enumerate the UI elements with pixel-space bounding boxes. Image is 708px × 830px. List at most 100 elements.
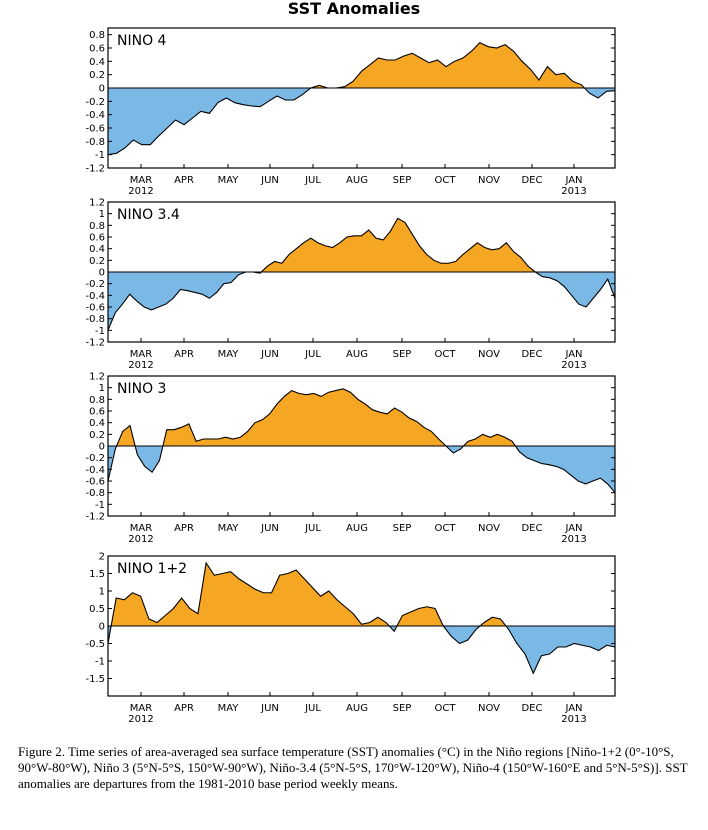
negative-anomaly-area bbox=[108, 88, 615, 155]
x-tick-label: NOV bbox=[478, 523, 500, 534]
x-tick-label: JUL bbox=[304, 703, 321, 714]
y-tick-label: -0.8 bbox=[85, 488, 105, 499]
x-tick-label: JUL bbox=[304, 175, 321, 186]
x-tick-label: APR bbox=[174, 349, 194, 360]
y-tick-label: 0 bbox=[99, 268, 105, 279]
y-tick-label: 0.2 bbox=[89, 256, 105, 267]
x-tick-label: DEC bbox=[521, 703, 542, 714]
y-tick-label: 1.2 bbox=[89, 372, 105, 383]
x-tick-label: APR bbox=[174, 523, 194, 534]
negative-anomaly-area bbox=[108, 446, 615, 493]
x-tick-label: JAN bbox=[564, 175, 582, 186]
panel-1: -1.2 -1 -0.8 -0.6 -0.4 -0.2 0 0.2 0.4 0.6 0.8 MAR AP… bbox=[85, 27, 616, 197]
negative-anomaly-area bbox=[108, 626, 615, 674]
y-tick-label: 0.4 bbox=[89, 418, 105, 429]
x-tick-label: JUL bbox=[304, 523, 321, 534]
y-tick-label: 2 bbox=[99, 552, 105, 563]
panel-title: NINO 3 bbox=[117, 381, 166, 397]
y-tick-label: 0 bbox=[99, 84, 105, 95]
y-tick-label: 0.5 bbox=[89, 604, 105, 615]
panel-title: NINO 4 bbox=[117, 33, 167, 49]
panel-3: -1.2-1-0.8-0.6-0.4-0.200.20.40.60.811.2 M… bbox=[85, 372, 616, 545]
y-tick-label: -0.2 bbox=[85, 453, 105, 464]
y-tick-label: -1 bbox=[95, 150, 105, 161]
y-tick-label: -1.2 bbox=[85, 164, 105, 175]
y-tick-label: 0 bbox=[99, 622, 105, 633]
anomaly-line bbox=[107, 217, 616, 331]
x-tick-label: NOV bbox=[478, 175, 500, 186]
x-tick-label: SEP bbox=[393, 349, 412, 360]
x-tick-label: JUN bbox=[260, 523, 279, 534]
anomaly-line bbox=[107, 388, 616, 494]
y-tick-label: 1 bbox=[99, 587, 105, 598]
x-tick-label: MAR bbox=[130, 349, 152, 360]
positive-anomaly-area bbox=[108, 218, 615, 272]
x-tick-label: AUG bbox=[346, 703, 368, 714]
y-tick-label: 0.6 bbox=[89, 44, 105, 55]
figure-caption: Figure 2. Time series of area-averaged s… bbox=[18, 744, 688, 791]
year-label: 2012 bbox=[128, 534, 153, 545]
y-tick-label: 0.8 bbox=[89, 395, 105, 406]
x-tick-label: SEP bbox=[393, 175, 412, 186]
y-tick-label: -0.8 bbox=[85, 137, 105, 148]
y-tick-label: 0.8 bbox=[89, 30, 105, 41]
panel-2: -1.2-1-0.8-0.6-0.4-0.200.20.40.60.811.2 M… bbox=[85, 198, 616, 371]
x-tick-label: JUL bbox=[304, 349, 321, 360]
y-tick-label: -0.2 bbox=[85, 279, 105, 290]
y-tick-label: 0.6 bbox=[89, 233, 105, 244]
x-tick-label: JAN bbox=[564, 349, 582, 360]
y-tick-label: -1.2 bbox=[85, 338, 105, 349]
x-tick-label: DEC bbox=[521, 523, 542, 534]
x-tick-label: NOV bbox=[478, 349, 500, 360]
y-tick-label: 0.4 bbox=[89, 57, 105, 68]
x-tick-label: APR bbox=[174, 703, 194, 714]
x-tick-label: SEP bbox=[393, 523, 412, 534]
y-tick-label: -0.5 bbox=[85, 639, 105, 650]
panel-title: NINO 3.4 bbox=[117, 207, 180, 223]
x-tick-label: JAN bbox=[564, 523, 582, 534]
x-tick-label: JAN bbox=[564, 703, 582, 714]
y-tick-label: -0.6 bbox=[85, 303, 105, 314]
positive-anomaly-area bbox=[108, 388, 615, 446]
negative-anomaly-area bbox=[108, 272, 615, 331]
y-tick-label: 1.5 bbox=[89, 569, 105, 580]
y-tick-label: 0.2 bbox=[89, 70, 105, 81]
x-tick-label: JUN bbox=[260, 175, 279, 186]
y-tick-label: -1 bbox=[95, 500, 105, 511]
x-tick-label: MAY bbox=[218, 349, 240, 360]
y-tick-label: -1.2 bbox=[85, 512, 105, 523]
chart-title: SST Anomalies bbox=[287, 0, 421, 18]
y-tick-label: -1 bbox=[95, 326, 105, 337]
x-tick-label: MAR bbox=[130, 703, 152, 714]
x-tick-label: JUN bbox=[260, 703, 279, 714]
y-tick-label: 0.4 bbox=[89, 244, 105, 255]
x-tick-label: OCT bbox=[435, 703, 457, 714]
anomaly-line bbox=[107, 42, 616, 156]
x-tick-label: AUG bbox=[346, 175, 368, 186]
year-label: 2012 bbox=[128, 714, 153, 725]
panel-4: -1.5 -1 -0.5 0 0.5 1 1.5 2 MAR APR MAY JUN JUL AUG SEP… bbox=[85, 552, 616, 725]
y-tick-label: 0.2 bbox=[89, 430, 105, 441]
x-tick-label: MAY bbox=[218, 175, 240, 186]
x-tick-label: APR bbox=[174, 175, 194, 186]
x-tick-label: MAR bbox=[130, 175, 152, 186]
year-label: 2013 bbox=[561, 534, 586, 545]
x-tick-label: OCT bbox=[435, 349, 457, 360]
y-tick-label: 0.8 bbox=[89, 221, 105, 232]
y-tick-label: 0.6 bbox=[89, 407, 105, 418]
year-label: 2013 bbox=[561, 186, 586, 197]
x-tick-label: SEP bbox=[393, 703, 412, 714]
anomaly-line bbox=[107, 561, 616, 675]
y-tick-label: -0.4 bbox=[85, 291, 105, 302]
y-tick-label: -0.4 bbox=[85, 110, 105, 121]
x-tick-label: AUG bbox=[346, 523, 368, 534]
panel-title: NINO 1+2 bbox=[117, 561, 187, 577]
x-tick-label: OCT bbox=[435, 175, 457, 186]
year-label: 2013 bbox=[561, 714, 586, 725]
y-tick-label: -0.4 bbox=[85, 465, 105, 476]
y-tick-label: -0.2 bbox=[85, 97, 105, 108]
y-tick-label: 1 bbox=[99, 383, 105, 394]
x-tick-label: DEC bbox=[521, 175, 542, 186]
positive-anomaly-area bbox=[108, 42, 615, 88]
year-label: 2013 bbox=[561, 360, 586, 371]
